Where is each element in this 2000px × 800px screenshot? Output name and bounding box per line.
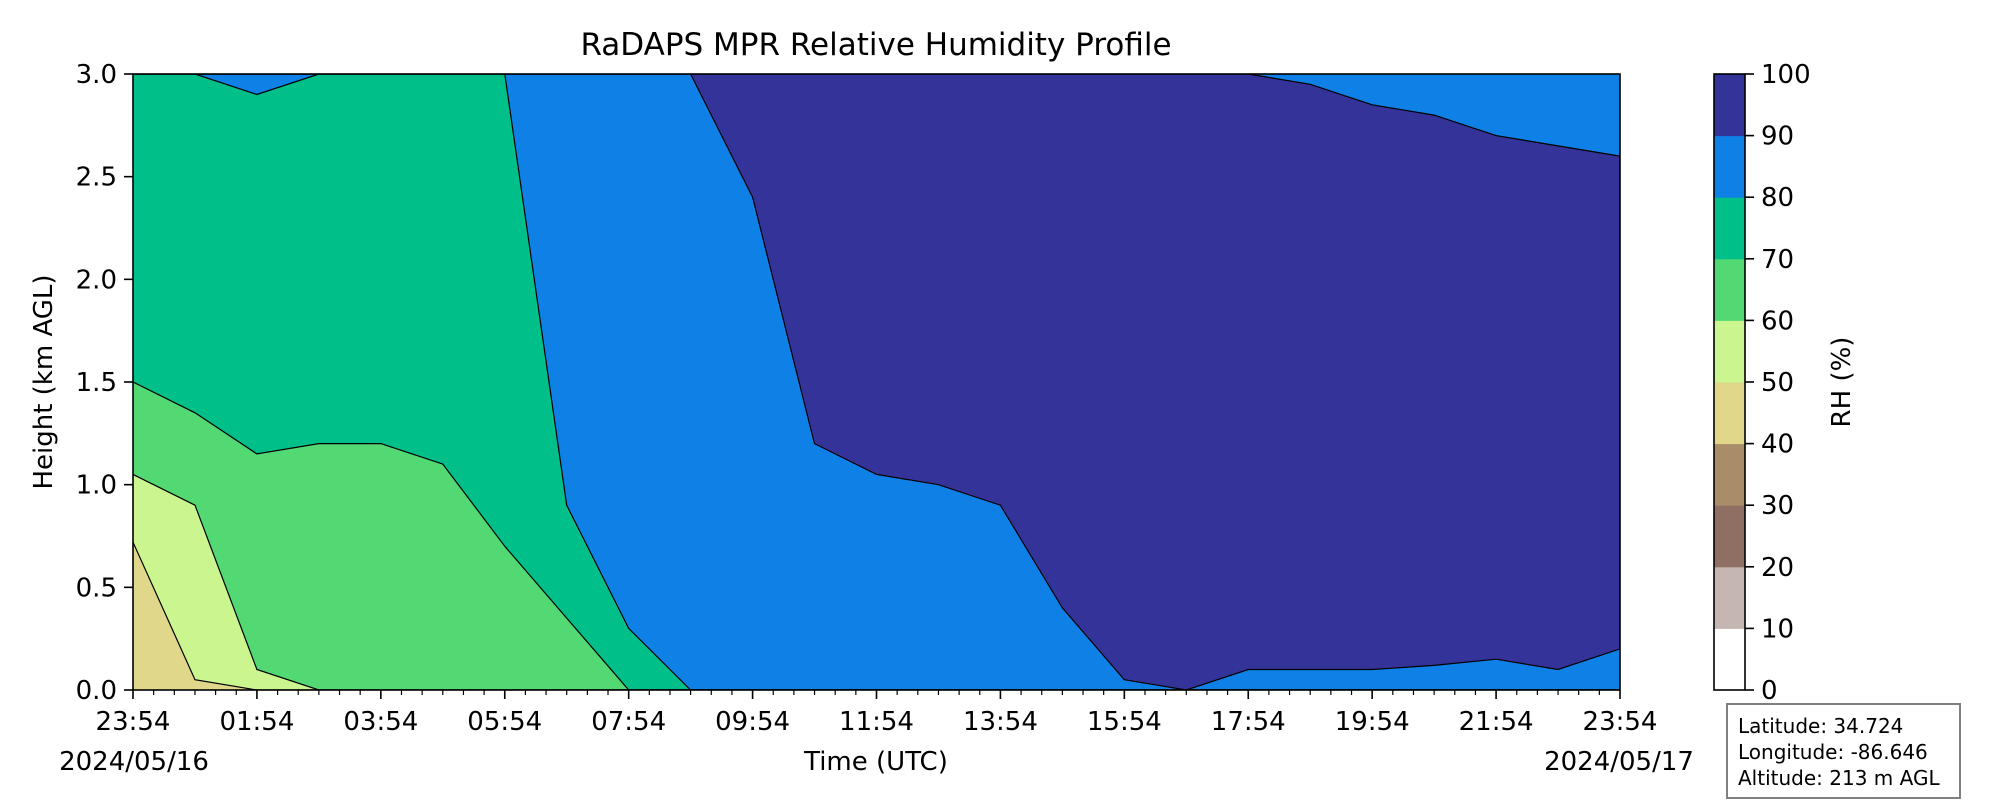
colorbar-tick-label: 90 — [1761, 122, 1794, 152]
altitude-text: Altitude: 213 m AGL — [1738, 766, 1940, 790]
y-axis-label: Height (km AGL) — [29, 274, 59, 489]
rh-contour-field — [133, 74, 1620, 690]
colorbar-tick-label: 60 — [1761, 306, 1794, 336]
colorbar-label: RH (%) — [1827, 337, 1857, 428]
colorbar-tick-label: 50 — [1761, 368, 1794, 398]
colorbar-segment — [1714, 443, 1745, 506]
x-tick-label: 09:54 — [715, 707, 790, 737]
colorbar-tick-label: 80 — [1761, 183, 1794, 213]
longitude-text: Longitude: -86.646 — [1738, 740, 1928, 764]
x-tick-label: 13:54 — [963, 707, 1038, 737]
colorbar-segment — [1714, 258, 1745, 321]
colorbar-segment — [1714, 566, 1745, 629]
colorbar-tick-label: 10 — [1761, 614, 1794, 644]
x-tick-label: 11:54 — [839, 707, 914, 737]
x-tick-label: 07:54 — [591, 707, 666, 737]
colorbar-segment — [1714, 628, 1745, 691]
y-tick-label: 0.0 — [76, 676, 117, 706]
y-tick-label: 3.0 — [76, 60, 117, 90]
colorbar-tick-label: 30 — [1761, 491, 1794, 521]
x-tick-label: 23:54 — [96, 707, 171, 737]
colorbar-segment — [1714, 505, 1745, 568]
rh-band-above-90 — [133, 74, 1620, 690]
x-tick-label: 05:54 — [467, 707, 542, 737]
x-tick-label: 23:54 — [1583, 707, 1658, 737]
colorbar-segment — [1714, 382, 1745, 445]
y-tick-label: 2.5 — [76, 163, 117, 193]
colorbar-segment — [1714, 320, 1745, 383]
x-axis-label: Time (UTC) — [803, 747, 948, 777]
x-tick-label: 17:54 — [1211, 707, 1286, 737]
y-tick-label: 2.0 — [76, 265, 117, 295]
colorbar-segment — [1714, 74, 1745, 137]
latitude-text: Latitude: 34.724 — [1738, 714, 1904, 738]
rh-band-top-80-90 — [133, 74, 1620, 157]
colorbar-tick-label: 100 — [1761, 60, 1811, 90]
y-axis: 0.0 0.5 1.0 1.5 2.0 2.5 3.0 — [76, 60, 133, 706]
x-tick-label: 15:54 — [1087, 707, 1162, 737]
x-tick-label: 03:54 — [343, 707, 418, 737]
colorbar-segment — [1714, 197, 1745, 260]
x-tick-label: 01:54 — [219, 707, 294, 737]
colorbar-tick-label: 70 — [1761, 245, 1794, 275]
rh-contour-top — [133, 74, 1620, 157]
y-tick-label: 0.5 — [76, 573, 117, 603]
colorbar-tick-label: 40 — [1761, 430, 1794, 460]
colorbar: 0 10 20 30 40 50 60 70 80 90 100 — [1713, 60, 1811, 706]
station-info-box: Latitude: 34.724 Longitude: -86.646 Alti… — [1726, 703, 1961, 799]
rh-contour-60 — [133, 381, 1620, 690]
rh-contour-90 — [133, 74, 1620, 690]
x-tick-label: 21:54 — [1459, 707, 1534, 737]
rh-contour-lines — [133, 74, 1620, 690]
y-tick-label: 1.0 — [76, 471, 117, 501]
end-date-label: 2024/05/17 — [1544, 747, 1694, 777]
chart-title: RaDAPS MPR Relative Humidity Profile — [580, 27, 1171, 63]
x-tick-label: 19:54 — [1335, 707, 1410, 737]
y-tick-label: 1.5 — [76, 368, 117, 398]
x-axis: 23:54 01:54 03:54 05:54 07:54 09:54 11:54 13:54… — [96, 690, 1658, 737]
colorbar-segment — [1714, 135, 1745, 198]
start-date-label: 2024/05/16 — [59, 747, 209, 777]
colorbar-tick-label: 20 — [1761, 553, 1794, 583]
colorbar-tick-label: 0 — [1761, 676, 1778, 706]
